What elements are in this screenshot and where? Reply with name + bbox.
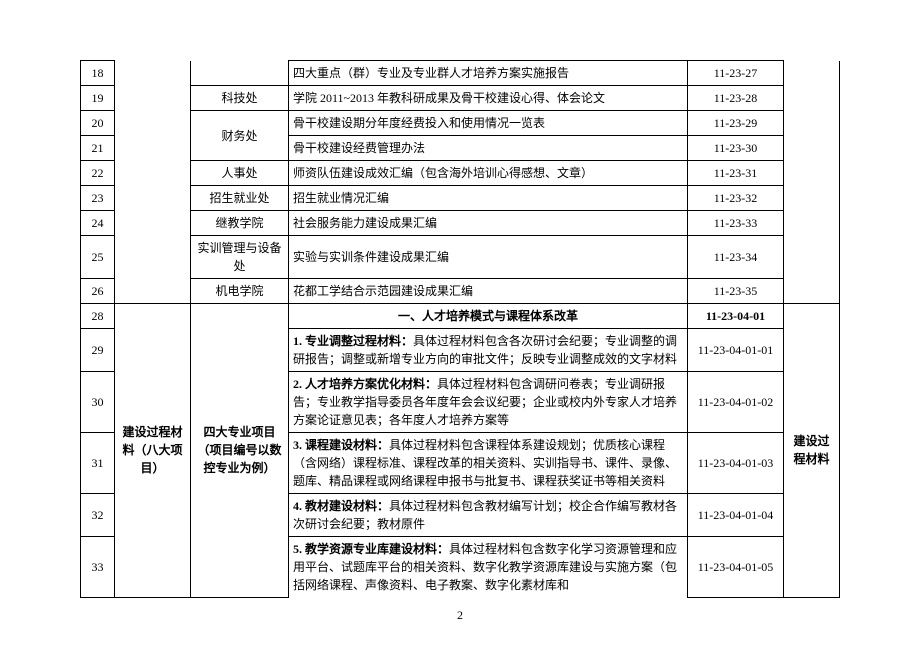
cell-code: 11-23-04-01-04 xyxy=(688,494,784,537)
cell-c xyxy=(191,61,289,86)
cell-desc: 5. 教学资源专业库建设材料：具体过程材料包含数字化学习资源管理和应用平台、试题… xyxy=(289,537,688,598)
cell-desc: 花都工学结合示范园建设成果汇编 xyxy=(289,279,688,304)
cell-desc: 社会服务能力建设成果汇编 xyxy=(289,211,688,236)
cell-code: 11-23-28 xyxy=(688,86,784,111)
cell-desc: 招生就业情况汇编 xyxy=(289,186,688,211)
cell-b xyxy=(115,211,191,236)
cell-desc: 师资队伍建设成效汇编（包含海外培训心得感想、文章） xyxy=(289,161,688,186)
cell-f xyxy=(784,86,840,111)
cell-c: 财务处 xyxy=(191,111,289,161)
cell-code: 11-23-29 xyxy=(688,111,784,136)
cell-code: 11-23-30 xyxy=(688,136,784,161)
row-num: 23 xyxy=(81,186,115,211)
row-num: 29 xyxy=(81,329,115,372)
section-title: 一、人才培养模式与课程体系改革 xyxy=(289,304,688,329)
cell-b xyxy=(115,61,191,86)
cell-b xyxy=(115,111,191,136)
cell-b xyxy=(115,86,191,111)
row-num: 30 xyxy=(81,372,115,433)
section-code: 11-23-04-01 xyxy=(688,304,784,329)
cell-f xyxy=(784,61,840,86)
cell-code: 11-23-04-01-02 xyxy=(688,372,784,433)
cell-desc: 骨干校建设经费管理办法 xyxy=(289,136,688,161)
cell-c: 招生就业处 xyxy=(191,186,289,211)
cell-code: 11-23-04-01-03 xyxy=(688,433,784,494)
cell-code: 11-23-32 xyxy=(688,186,784,211)
cell-desc: 2. 人才培养方案优化材料：具体过程材料包含调研问卷表；专业调研报告；专业教学指… xyxy=(289,372,688,433)
group-f: 建设过程材料 xyxy=(784,304,840,598)
cell-f xyxy=(784,161,840,186)
cell-c: 机电学院 xyxy=(191,279,289,304)
cell-f xyxy=(784,211,840,236)
cell-b xyxy=(115,136,191,161)
row-num: 21 xyxy=(81,136,115,161)
cell-c: 继教学院 xyxy=(191,211,289,236)
cell-desc: 3. 课程建设材料：具体过程材料包含课程体系建设规划；优质核心课程（含网络）课程… xyxy=(289,433,688,494)
cell-code: 11-23-34 xyxy=(688,236,784,279)
row-num: 32 xyxy=(81,494,115,537)
row-num: 28 xyxy=(81,304,115,329)
cell-desc: 实验与实训条件建设成果汇编 xyxy=(289,236,688,279)
row-num: 25 xyxy=(81,236,115,279)
cell-code: 11-23-31 xyxy=(688,161,784,186)
cell-f xyxy=(784,186,840,211)
cell-f xyxy=(784,136,840,161)
cell-b xyxy=(115,161,191,186)
cell-code: 11-23-04-01-05 xyxy=(688,537,784,598)
row-num: 24 xyxy=(81,211,115,236)
cell-c: 人事处 xyxy=(191,161,289,186)
group-b: 建设过程材料（八大项目） xyxy=(115,304,191,598)
cell-code: 11-23-33 xyxy=(688,211,784,236)
cell-desc: 4. 教材建设材料：具体过程材料包含教材编写计划；校企合作编写教材各次研讨会纪要… xyxy=(289,494,688,537)
cell-c: 实训管理与设备处 xyxy=(191,236,289,279)
cell-code: 11-23-04-01-01 xyxy=(688,329,784,372)
cell-desc: 1. 专业调整过程材料：具体过程材料包含各次研讨会纪要；专业调整的调研报告；调整… xyxy=(289,329,688,372)
cell-f xyxy=(784,236,840,279)
cell-desc: 骨干校建设期分年度经费投入和使用情况一览表 xyxy=(289,111,688,136)
row-num: 31 xyxy=(81,433,115,494)
row-num: 18 xyxy=(81,61,115,86)
cell-c: 科技处 xyxy=(191,86,289,111)
cell-code: 11-23-27 xyxy=(688,61,784,86)
cell-b xyxy=(115,186,191,211)
cell-b xyxy=(115,236,191,279)
cell-b xyxy=(115,279,191,304)
cell-f xyxy=(784,279,840,304)
group-c: 四大专业项目（项目编号以数控专业为例） xyxy=(191,304,289,598)
row-num: 19 xyxy=(81,86,115,111)
page-number: 2 xyxy=(80,608,840,623)
row-num: 26 xyxy=(81,279,115,304)
cell-desc: 四大重点（群）专业及专业群人才培养方案实施报告 xyxy=(289,61,688,86)
cell-desc: 学院 2011~2013 年教科研成果及骨干校建设心得、体会论文 xyxy=(289,86,688,111)
cell-f xyxy=(784,111,840,136)
row-num: 33 xyxy=(81,537,115,598)
cell-code: 11-23-35 xyxy=(688,279,784,304)
row-num: 22 xyxy=(81,161,115,186)
row-num: 20 xyxy=(81,111,115,136)
